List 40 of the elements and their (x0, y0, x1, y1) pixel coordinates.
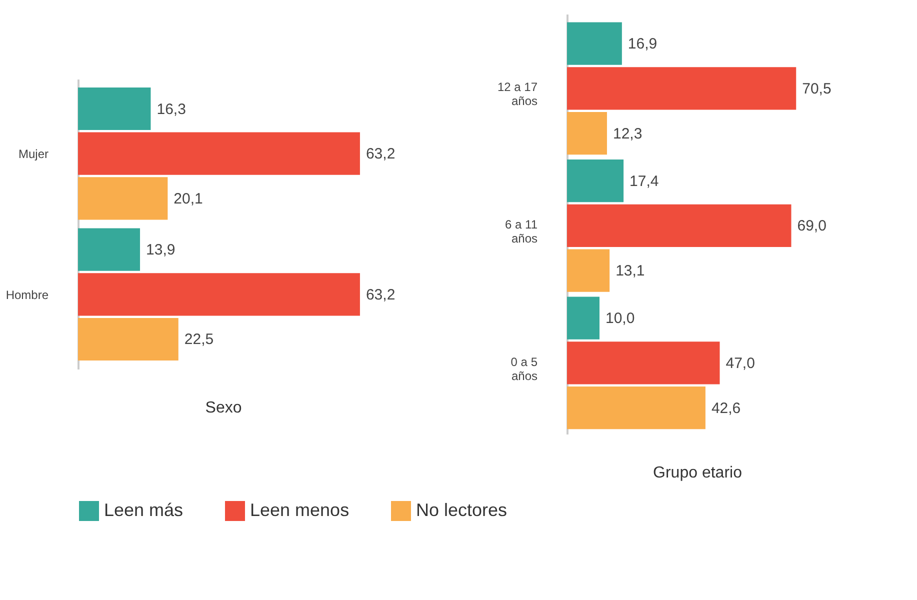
y-tick-label: Mujer (18, 147, 48, 162)
legend-label: No lectores (416, 500, 508, 520)
data-label: 69,0 (797, 218, 826, 235)
data-label: 13,1 (616, 262, 645, 280)
data-label: 47,0 (726, 354, 755, 372)
bar (78, 318, 178, 361)
bar (78, 87, 151, 130)
data-label: 63,2 (366, 286, 396, 304)
y-tick-label: Hombre (6, 288, 49, 302)
x-axis-title: Grupo etario (653, 464, 742, 482)
y-tick-label: 12 a 17 años (497, 80, 538, 108)
x-axis-title: Sexo (205, 400, 242, 416)
legend-label: Leen menos (250, 500, 350, 520)
data-label: 10,0 (606, 310, 635, 328)
data-label: 22,5 (184, 331, 214, 348)
data-label: 70,5 (802, 80, 832, 98)
data-label: 16,9 (628, 36, 658, 53)
bar (567, 386, 706, 430)
data-label: 13,9 (146, 242, 176, 259)
bar (567, 159, 624, 202)
data-label: 17,4 (630, 172, 659, 190)
y-tick-label: 6 a 11 años (505, 218, 538, 246)
bar (567, 342, 720, 384)
bar (567, 249, 610, 292)
data-label: 63,2 (366, 146, 396, 163)
bar (567, 204, 792, 247)
bar (567, 112, 607, 155)
y-tick-label: 0 a 5 años (510, 354, 538, 383)
bar (567, 22, 622, 65)
bar (78, 228, 140, 271)
bar (567, 67, 796, 110)
bar (78, 273, 360, 316)
bar (567, 296, 600, 340)
data-label: 12,3 (612, 125, 642, 142)
bar (78, 132, 360, 175)
legend-label: Leen más (104, 500, 184, 520)
bar (78, 177, 168, 220)
data-label: 42,6 (711, 400, 741, 417)
data-label: 16,3 (156, 100, 186, 118)
data-label: 20,1 (174, 190, 203, 208)
